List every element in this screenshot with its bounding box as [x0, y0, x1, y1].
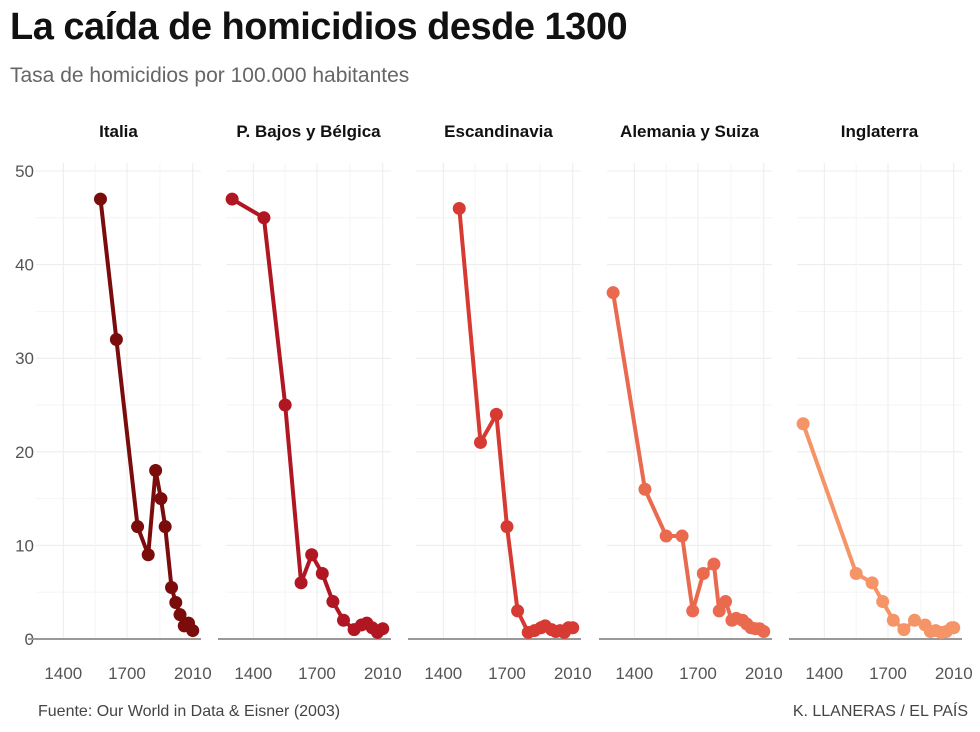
- data-point: [141, 548, 155, 562]
- data-point: [158, 520, 172, 534]
- data-point: [500, 520, 514, 534]
- panel-title: Alemania y Suiza: [620, 122, 759, 141]
- x-tick-label: 1700: [298, 664, 336, 683]
- chart-subtitle: Tasa de homicidios por 100.000 habitante…: [10, 64, 410, 87]
- source-note: Fuente: Our World in Data & Eisner (2003…: [38, 703, 341, 720]
- panel-title: P. Bajos y Bélgica: [236, 122, 381, 141]
- data-point: [675, 529, 689, 543]
- data-point: [849, 566, 863, 580]
- data-point: [886, 613, 900, 627]
- panel-title: Escandinavia: [444, 122, 553, 141]
- data-point: [719, 595, 733, 609]
- panel-1: P. Bajos y Bélgica 1400 1700 2010: [218, 122, 402, 683]
- y-tick-label: 10: [15, 536, 34, 555]
- credit-note: K. LLANERAS / EL PAÍS: [792, 703, 968, 720]
- series-line: [457, 206, 575, 635]
- chart-title: La caída de homicidios desde 1300: [10, 6, 628, 48]
- data-point: [326, 595, 340, 609]
- data-point: [489, 407, 503, 421]
- data-point: [606, 286, 620, 300]
- data-point: [712, 604, 726, 618]
- data-point: [566, 621, 580, 635]
- x-tick-label: 1400: [615, 664, 653, 683]
- data-point: [257, 211, 271, 225]
- x-tick-label: 1400: [424, 664, 462, 683]
- x-tick-label: 2010: [745, 664, 783, 683]
- data-point: [93, 192, 107, 206]
- x-tick-label: 1700: [488, 664, 526, 683]
- data-point: [876, 595, 890, 609]
- panel-4: Inglaterra 1400 1700 2010: [789, 122, 973, 683]
- data-point: [696, 566, 710, 580]
- x-tick-label: 1400: [805, 664, 843, 683]
- series-line: [230, 197, 385, 635]
- data-point: [173, 608, 187, 622]
- panel-title: Inglaterra: [841, 122, 919, 141]
- data-point: [897, 623, 911, 637]
- panel-2: Escandinavia 1400 1700 2010: [408, 122, 592, 683]
- data-point: [376, 622, 390, 636]
- data-point: [908, 613, 922, 627]
- x-tick-label: 1700: [679, 664, 717, 683]
- data-point: [169, 595, 183, 609]
- y-tick-label: 40: [15, 256, 34, 275]
- data-point: [947, 621, 961, 635]
- series-line: [98, 197, 195, 633]
- data-point: [337, 613, 351, 627]
- data-point: [131, 520, 145, 534]
- x-tick-label: 1400: [44, 664, 82, 683]
- data-point: [757, 625, 771, 639]
- faceted-line-chart: 01020304050Italia140017002010P. Bajos y …: [15, 122, 973, 683]
- data-point: [165, 581, 179, 595]
- data-point: [707, 557, 721, 571]
- x-tick-label: 1700: [108, 664, 146, 683]
- y-tick-label: 20: [15, 443, 34, 462]
- x-tick-label: 2010: [554, 664, 592, 683]
- data-point: [452, 201, 466, 215]
- panel-0: Italia 1400 1700 2010: [28, 122, 212, 683]
- y-tick-label: 30: [15, 349, 34, 368]
- data-point: [659, 529, 673, 543]
- series-line: [611, 290, 766, 634]
- x-tick-label: 2010: [935, 664, 973, 683]
- data-point: [225, 192, 239, 206]
- y-tick-label: 50: [15, 162, 34, 181]
- data-point: [315, 566, 329, 580]
- x-tick-label: 1400: [234, 664, 272, 683]
- x-tick-label: 1700: [869, 664, 907, 683]
- data-point: [511, 604, 525, 618]
- panel-3: Alemania y Suiza 1400 1700 2010: [599, 122, 783, 683]
- data-point: [686, 604, 700, 618]
- data-point: [109, 332, 123, 346]
- data-point: [473, 435, 487, 449]
- data-point: [186, 624, 200, 638]
- data-point: [796, 417, 810, 431]
- data-point: [865, 576, 879, 590]
- data-point: [305, 548, 319, 562]
- data-point: [278, 398, 292, 412]
- panel-title: Italia: [99, 122, 138, 141]
- data-point: [149, 464, 163, 478]
- data-point: [154, 492, 168, 506]
- data-point: [638, 482, 652, 496]
- x-tick-label: 2010: [364, 664, 402, 683]
- x-tick-label: 2010: [174, 664, 212, 683]
- data-point: [294, 576, 308, 590]
